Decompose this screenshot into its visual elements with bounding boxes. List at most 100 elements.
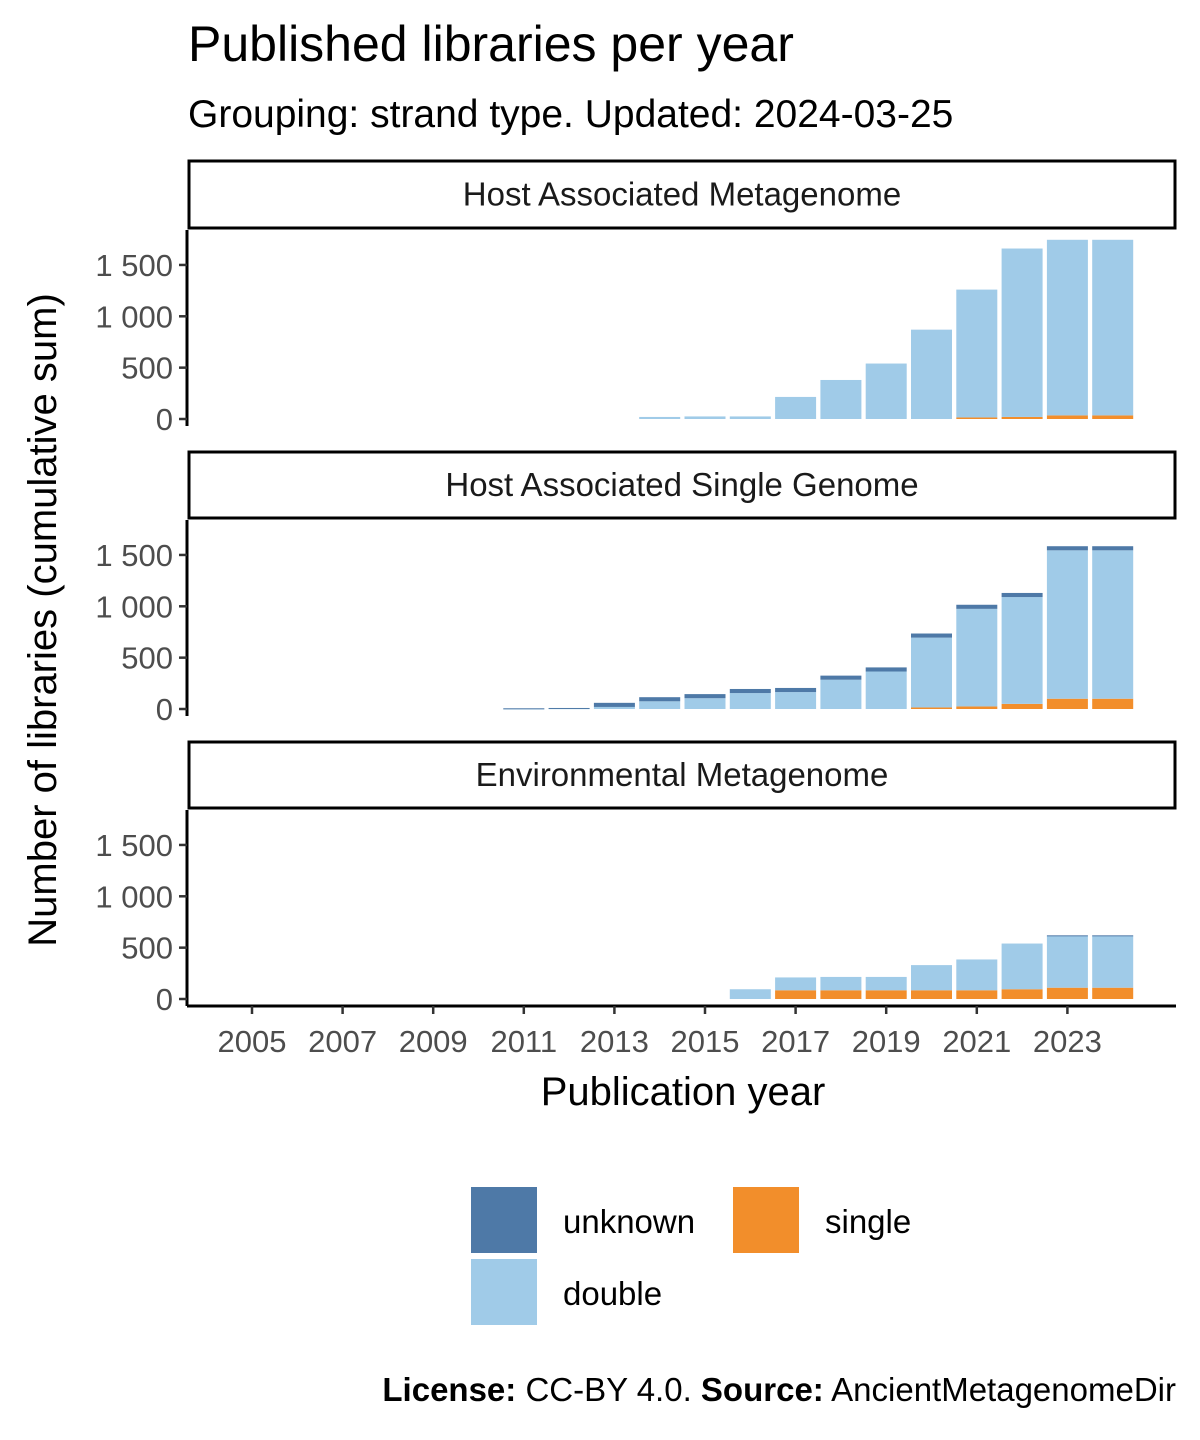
bar-stack [820,976,862,999]
bar-segment-single [775,990,817,999]
x-tick-label: 2019 [852,1024,921,1059]
bar-segment-unknown [1046,546,1088,551]
y-tick-label: 0 [156,402,173,437]
bar-segment-unknown [729,688,771,694]
bar-segment-double [1092,935,1134,988]
bar-stack [956,604,998,709]
legend-label-single: single [825,1203,911,1240]
facet-panels: Host Associated Metagenome 0 500 1 000 1 500… [95,159,1177,1059]
bar-segment-double [639,701,681,709]
bar-segment-double [1092,550,1134,699]
x-tick-label: 2015 [671,1024,740,1059]
bar-segment-double [1046,935,1088,988]
bar-stack [865,667,907,709]
bar-stack [1001,943,1043,999]
y-axis-title: Number of libraries (cumulative sum) [21,293,65,947]
bar-segment-single [1001,703,1043,709]
bar-stack [1092,546,1134,709]
bar-segment-double [1001,248,1043,417]
bar-segment-double [1046,239,1088,416]
y-tick-label: 1 000 [95,299,173,334]
bar-segment-double [820,379,862,419]
bar-segment-single [1092,415,1134,419]
legend-swatch-single [733,1187,799,1253]
bar-segment-single [911,990,952,999]
bar-segment-unknown [684,694,726,699]
bar-stack [1001,248,1043,419]
y-tick-label: 1 500 [95,248,173,283]
x-tick-label: 2017 [761,1024,830,1059]
bar-segment-double [639,416,681,419]
x-tick-label: 2013 [580,1024,649,1059]
legend-item-unknown: unknown [471,1187,695,1253]
bar-stack [548,707,590,710]
bar-segment-unknown [865,667,907,672]
bar-segment-unknown [639,697,681,702]
bar-segment-unknown [1001,592,1043,598]
bar-stack [775,687,817,709]
bar-segment-unknown [503,708,545,710]
facet-panel: Environmental Metagenome 0 500 1 000 1 500 20… [95,740,1177,1059]
bar-segment-unknown [1046,935,1088,937]
bar-stack [729,416,771,419]
facet-panel: Host Associated Single Genome 0 500 1 000 1 … [95,450,1177,727]
x-tick-label: 2021 [942,1024,1011,1059]
bar-stack [911,633,952,709]
bar-segment-double [775,396,817,419]
legend-label-unknown: unknown [563,1203,695,1240]
y-tick-label: 1 000 [95,879,173,914]
bar-segment-single [1046,698,1088,709]
bar-segment-double [684,698,726,709]
chart-title: Published libraries per year [188,16,794,72]
x-axis-title: Publication year [541,1070,826,1114]
bar-stack [775,977,817,999]
legend-item-double: double [471,1259,662,1325]
facet-panel: Host Associated Metagenome 0 500 1 000 1 500 [95,159,1177,437]
bar-stack [684,694,726,709]
bar-segment-double [1046,550,1088,699]
bar-stack [956,959,998,999]
x-tick-label: 2023 [1033,1024,1102,1059]
legend: unknown single double [471,1187,911,1325]
chart-subtitle: Grouping: strand type. Updated: 2024-03-… [188,93,953,136]
bar-segment-double [1001,597,1043,704]
bar-stack [1046,239,1088,419]
y-tick-label: 500 [121,641,173,676]
y-tick-label: 1 000 [95,589,173,624]
bar-segment-double [775,977,817,991]
x-tick-label: 2011 [490,1024,557,1059]
bar-segment-double [729,416,771,419]
bar-stack [1092,239,1134,419]
bar-segment-double [729,693,771,709]
caption: License: CC-BY 4.0. Source: AncientMetag… [382,1371,1176,1408]
bar-stack [820,379,862,419]
y-tick-label: 1 500 [95,538,173,573]
bar-stack [956,289,998,419]
bar-segment-double [820,679,862,709]
y-tick-label: 500 [121,351,173,386]
bar-segment-unknown [956,604,998,609]
y-tick-label: 1 500 [95,828,173,863]
bar-stack [865,363,907,419]
bar-segment-double [956,289,998,418]
bar-stack [1046,546,1088,709]
caption-source-value: AncientMetagenomeDir [824,1371,1176,1408]
bar-stack [1001,592,1043,709]
bar-stack [639,416,681,419]
bar-segment-single [956,706,998,709]
bar-segment-double [1092,239,1134,416]
bar-segment-double [684,416,726,419]
bar-segment-double [865,976,907,991]
facet-strip-label: Host Associated Metagenome [463,176,901,213]
caption-source-label: Source: [701,1371,824,1408]
bar-stack [1092,935,1134,999]
bar-stack [593,702,635,709]
bar-segment-unknown [1092,546,1134,551]
bar-segment-double [820,976,862,991]
bar-stack [911,965,952,999]
y-tick-label: 0 [156,692,173,727]
bar-segment-double [775,692,817,709]
facet-strip [187,450,1177,520]
bar-stack [911,329,952,419]
bar-stack [865,976,907,999]
